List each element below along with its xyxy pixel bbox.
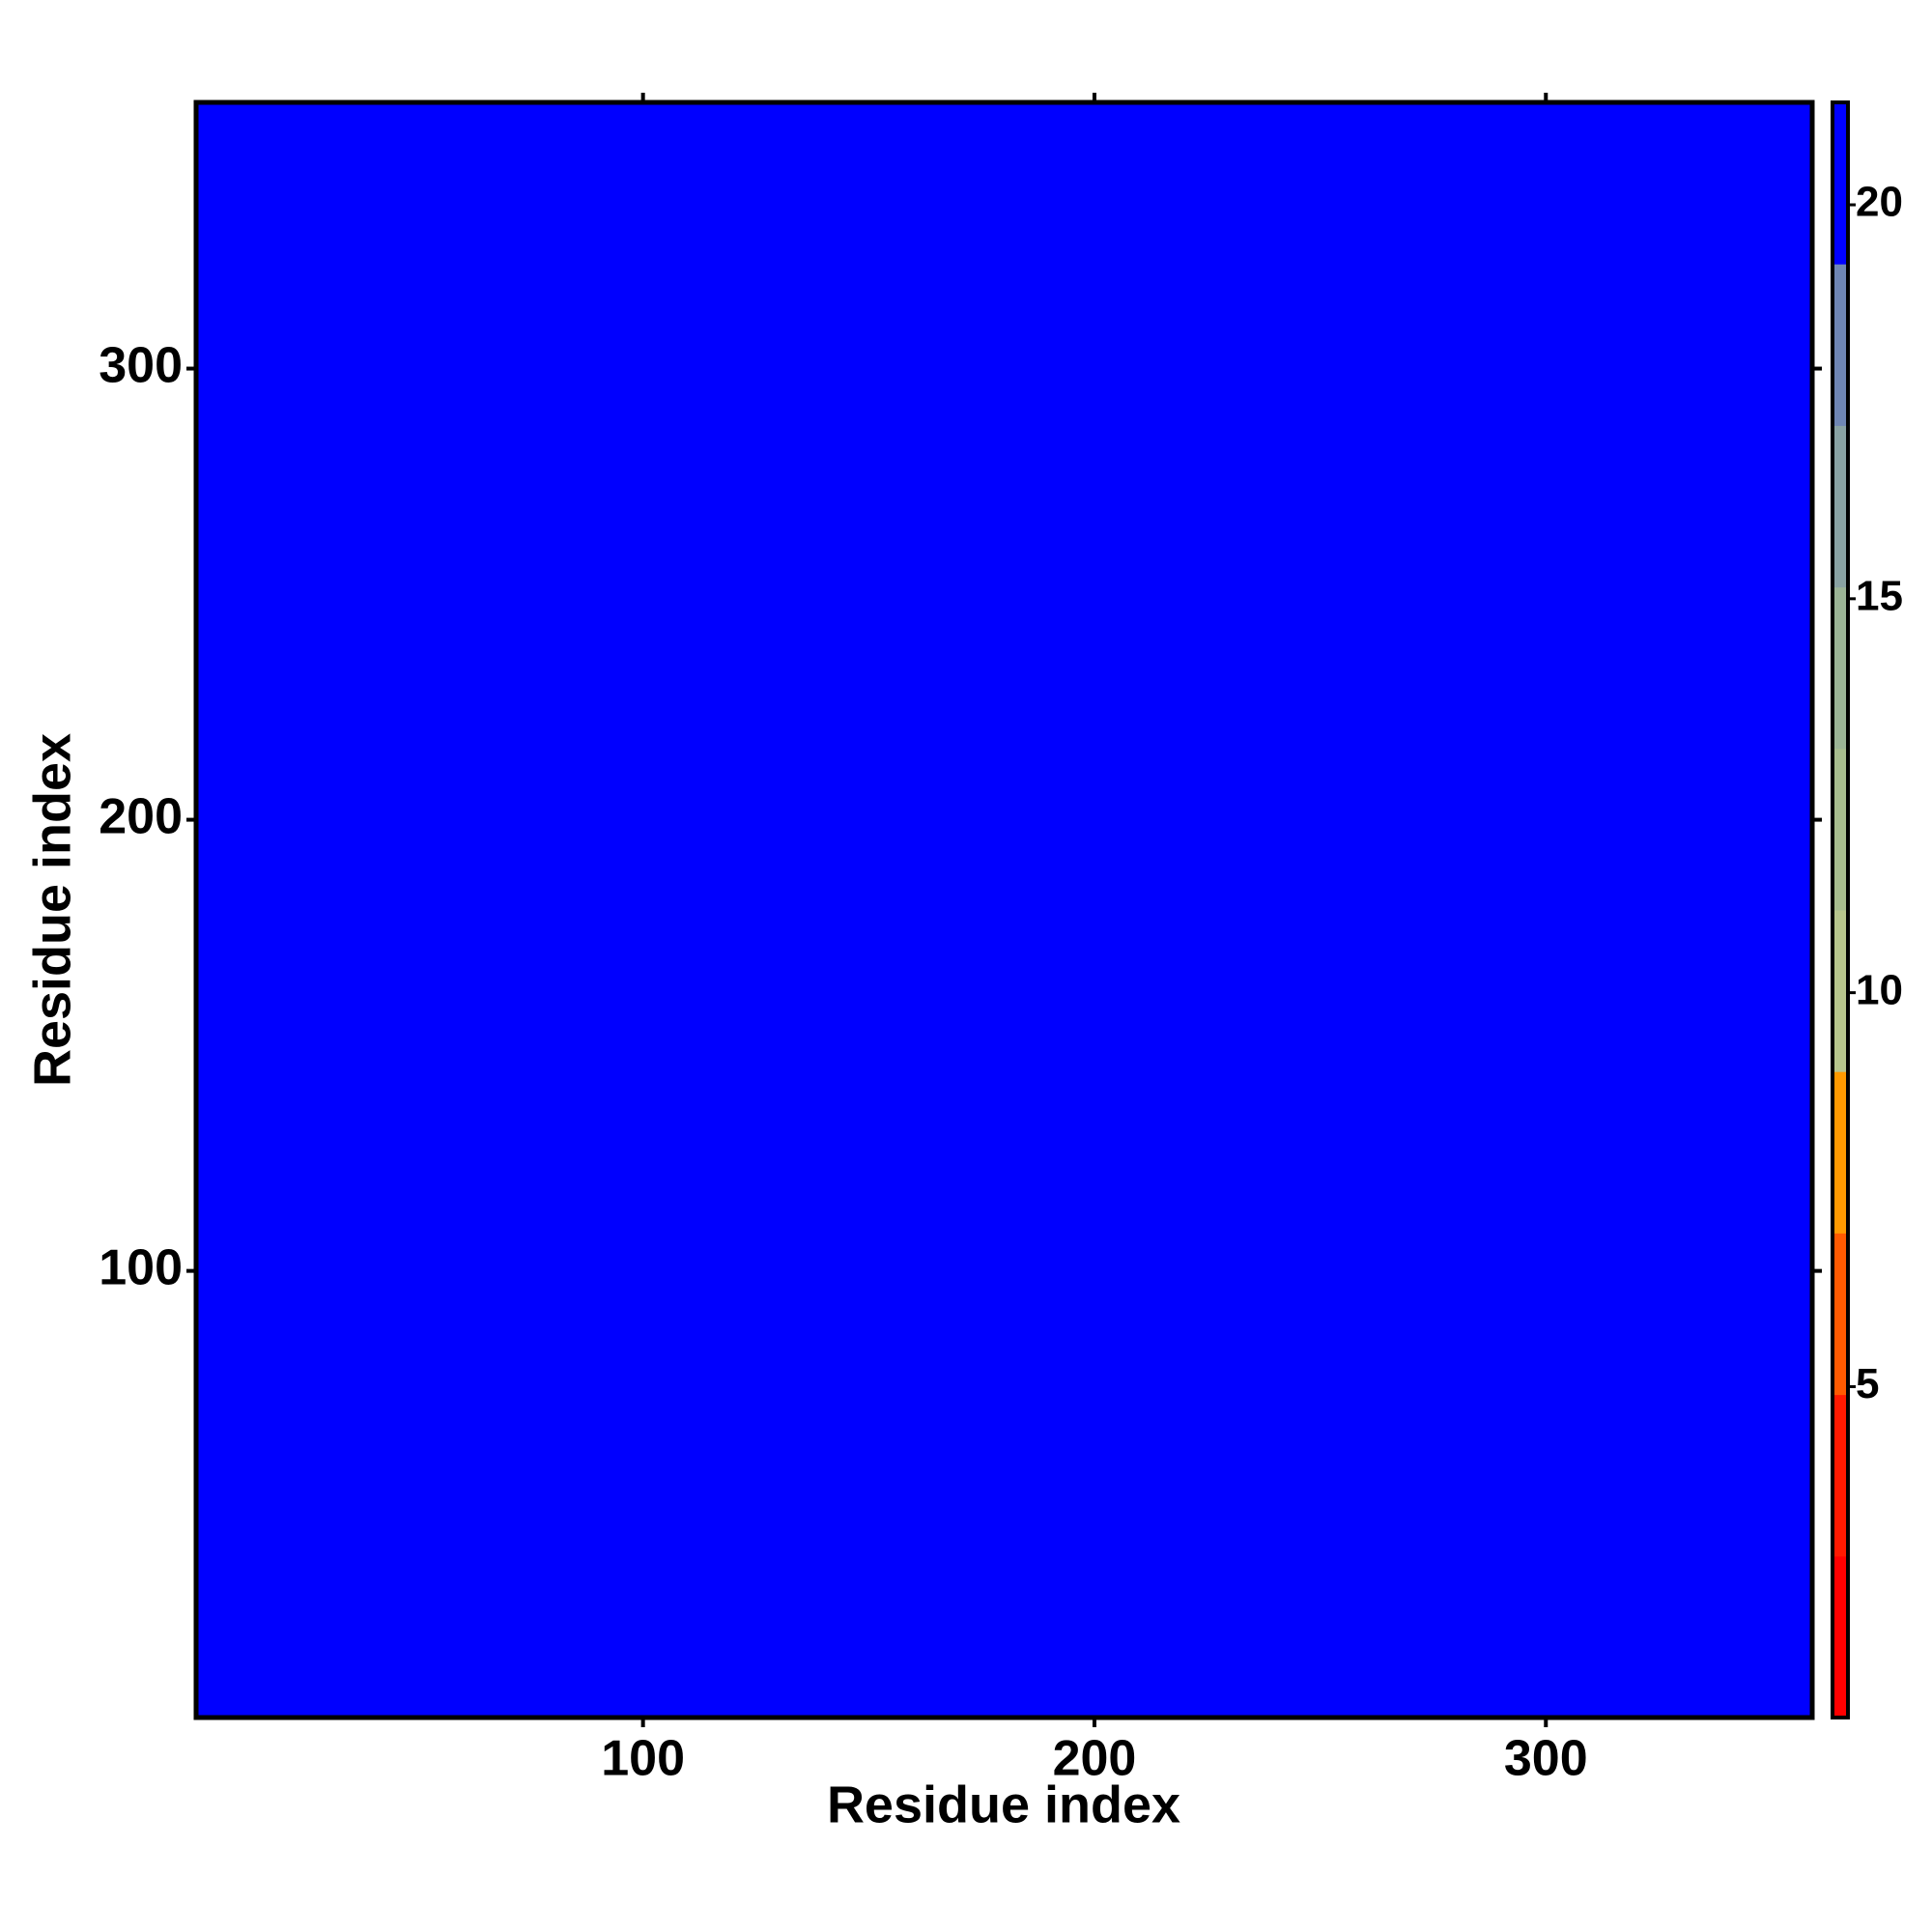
colorbar-segment [1833, 102, 1848, 265]
colorbar-segment [1833, 910, 1848, 1072]
colorbar-segment [1833, 1071, 1848, 1234]
colorbar-tick-label: 10 [1856, 966, 1903, 1013]
y-tick-label: 200 [99, 788, 183, 844]
colorbar-tick-label: 15 [1856, 572, 1903, 619]
x-tick-label: 300 [1504, 1731, 1588, 1787]
colorbar-segment [1833, 748, 1848, 911]
colorbar-segment [1833, 425, 1848, 588]
y-tick-label: 300 [99, 337, 183, 393]
colorbar-segment [1833, 1555, 1848, 1719]
x-tick-label: 100 [601, 1731, 685, 1787]
colorbar-segment [1833, 586, 1848, 750]
plot-background [196, 102, 1812, 1718]
colorbar-segment [1833, 1394, 1848, 1557]
colorbar-frame [1831, 100, 1850, 1719]
y-axis-title: Residue index [23, 733, 81, 1087]
colorbar-segment [1833, 264, 1848, 426]
y-tick-label: 100 [99, 1239, 183, 1295]
x-axis-title: Residue index [827, 1776, 1180, 1833]
plot-frame [193, 99, 1815, 1720]
colorbar-segment [1833, 1233, 1848, 1396]
colorbar-tick-label: 5 [1856, 1360, 1879, 1407]
colorbar-tick-label: 20 [1856, 179, 1903, 226]
x-tick-label: 200 [1053, 1731, 1137, 1787]
